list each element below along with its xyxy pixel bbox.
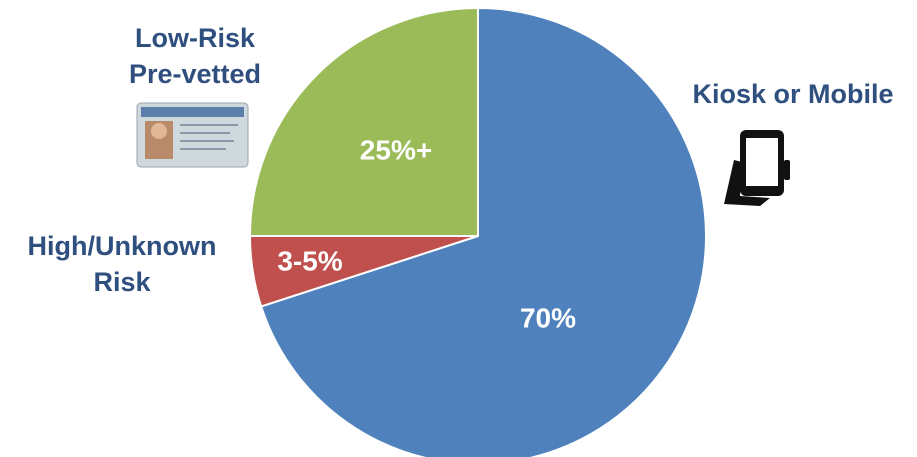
card-icon (136, 102, 249, 168)
category-label: High/Unknown Risk (27, 231, 217, 297)
category-label: Kiosk or Mobile (692, 79, 894, 109)
pie-slice (259, 6, 707, 457)
value-label: 70% (520, 302, 576, 333)
pie-slice (248, 6, 479, 237)
value-label: 3-5% (277, 245, 342, 276)
value-label: 25%+ (360, 134, 432, 165)
phone-icon (724, 130, 790, 206)
category-label: Low-Risk Pre-vetted (128, 23, 262, 89)
